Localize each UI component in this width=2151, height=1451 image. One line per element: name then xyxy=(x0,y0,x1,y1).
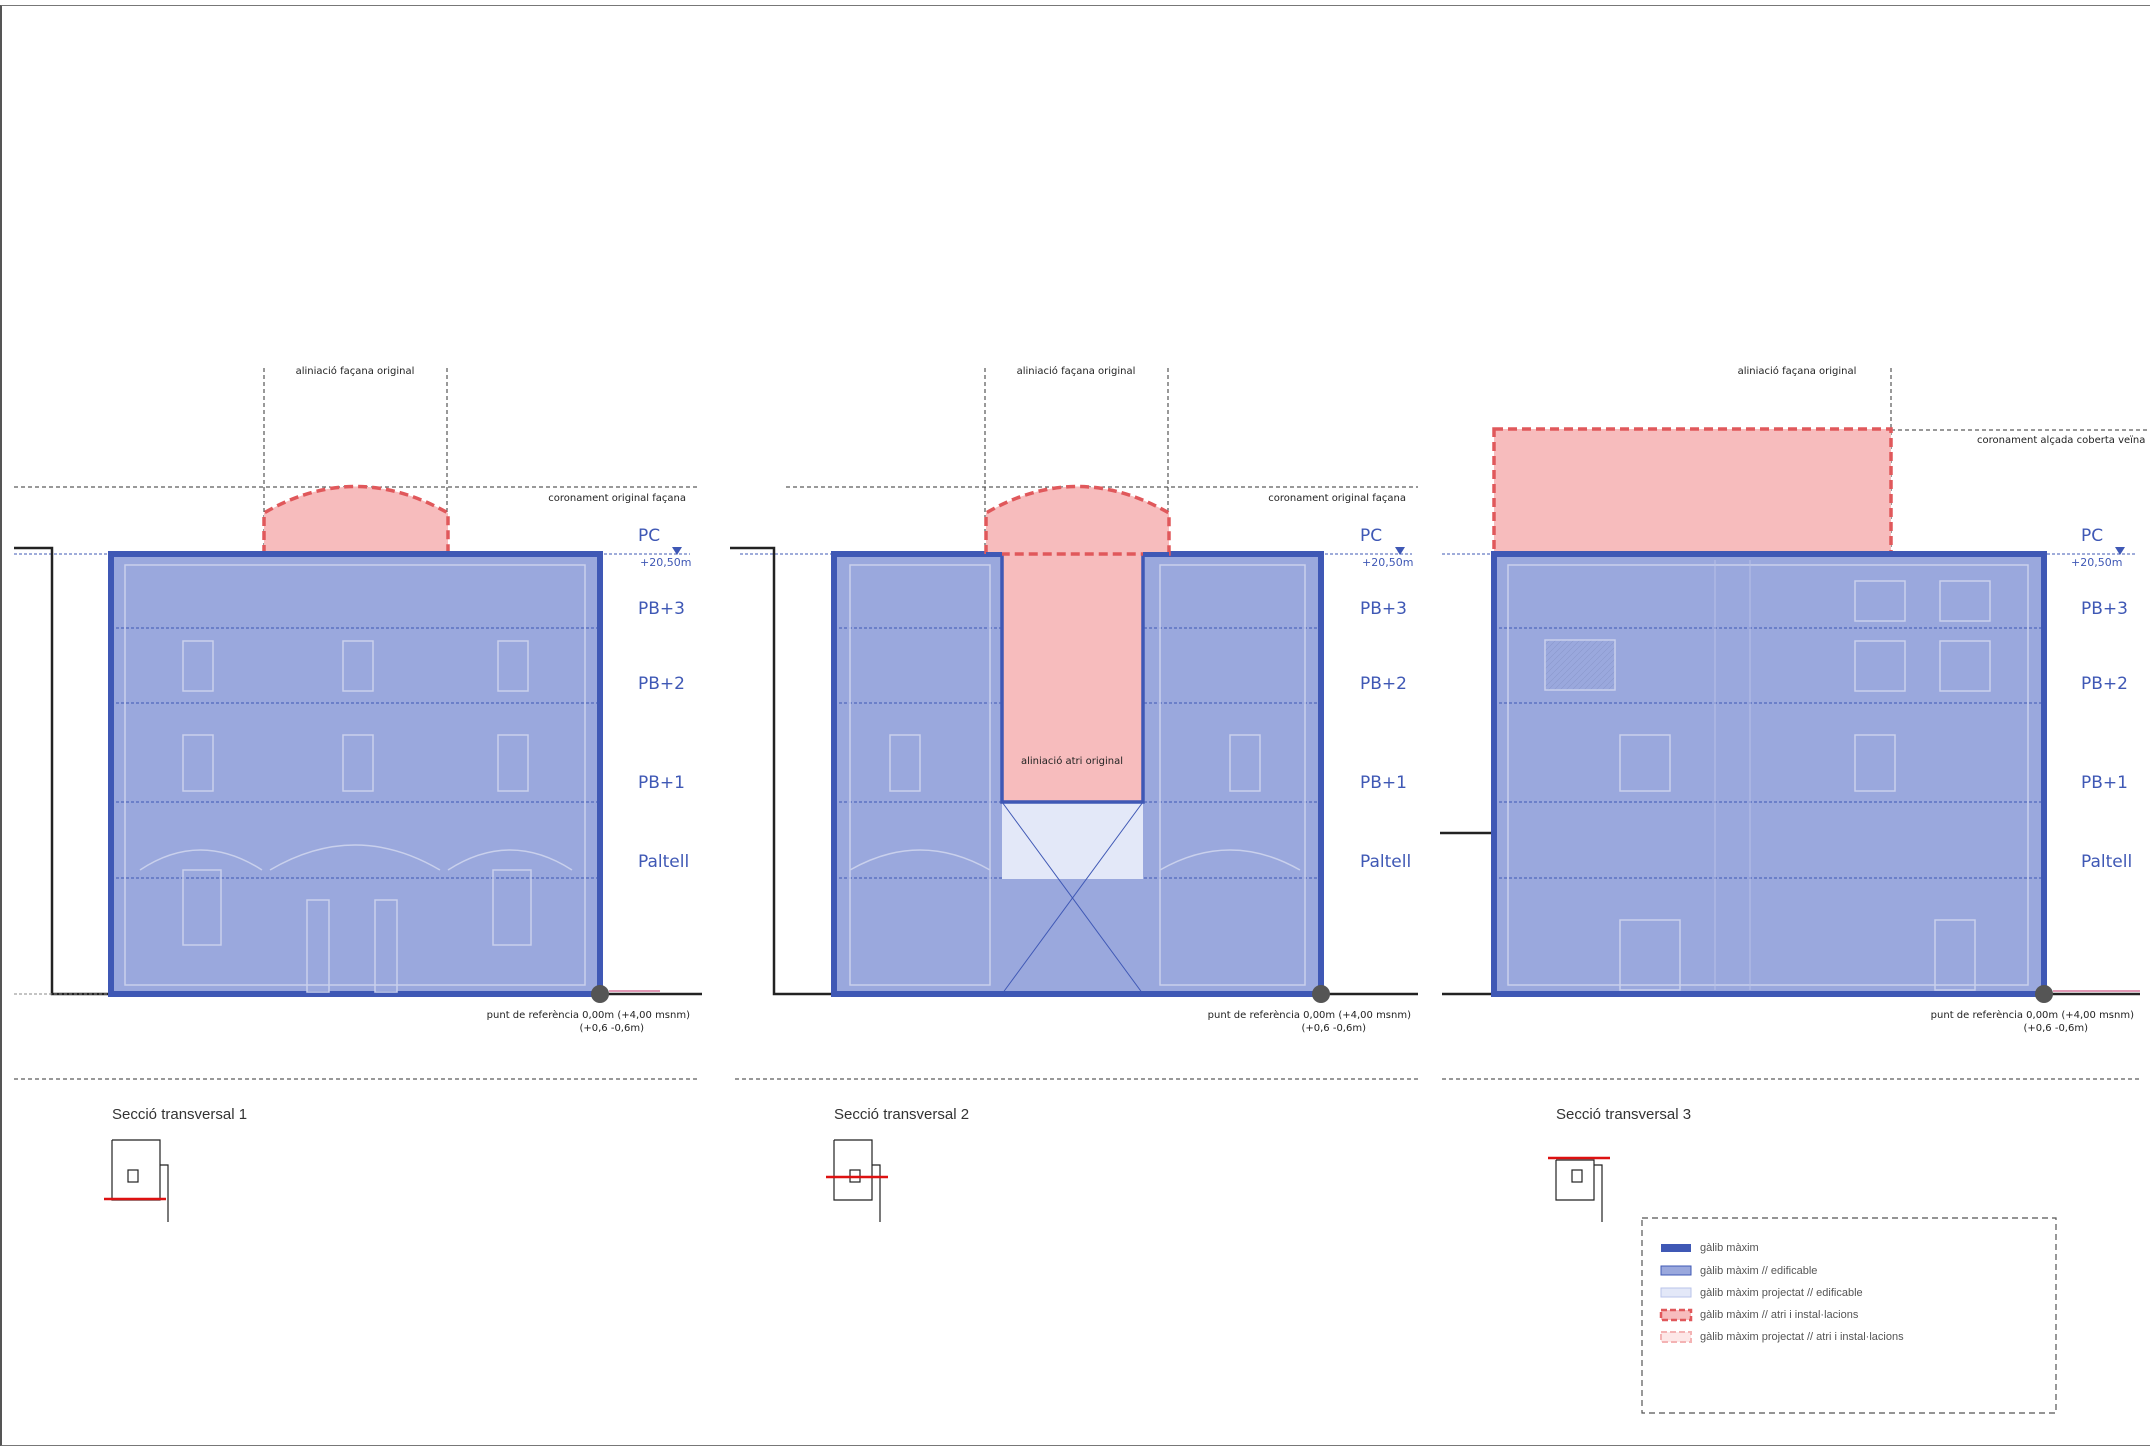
light-red-dashed-swatch-icon xyxy=(1660,1331,1692,1343)
section-title: Secció transversal 1 xyxy=(112,1106,247,1123)
level-pc: PC xyxy=(2081,526,2103,546)
key-plan-icon xyxy=(1548,1156,1610,1222)
facade-alignment-label: aliniació façana original xyxy=(296,365,415,377)
key-plan-icon xyxy=(104,1139,169,1222)
elevation-label: +20,50m xyxy=(640,556,691,569)
level-pb1: PB+1 xyxy=(2081,773,2128,793)
installations-volume xyxy=(1492,427,1893,556)
red-dashed-swatch-icon xyxy=(1659,1308,1693,1322)
crown-label: coronament alçada coberta veïna xyxy=(1977,435,2145,446)
section-title: Secció transversal 3 xyxy=(1556,1106,1691,1123)
facade-alignment-label: aliniació façana original xyxy=(1738,365,1857,377)
level-pb2: PB+2 xyxy=(1360,674,1407,694)
crown-label: coronament original façana xyxy=(1268,493,1406,504)
elevation-label: +20,50m xyxy=(1362,556,1413,569)
solid-blue-line-icon xyxy=(1661,1244,1691,1252)
level-pb3: PB+3 xyxy=(2081,599,2128,619)
atrium-alignment-label: aliniació atri original xyxy=(1021,755,1123,767)
elevation-label: +20,50m xyxy=(2071,556,2122,569)
elevation-marker-icon xyxy=(2115,547,2125,555)
buildable-volume xyxy=(108,551,603,997)
atrium-volume xyxy=(1000,554,1145,804)
section-2: aliniació façana original coronament ori… xyxy=(730,365,1418,1222)
light-blue-swatch-icon xyxy=(1660,1287,1692,1298)
level-pc: PC xyxy=(638,526,660,546)
section-title: Secció transversal 2 xyxy=(834,1106,969,1123)
legend-label-max: gàlib màxim xyxy=(1700,1242,1759,1254)
elevation-marker-icon xyxy=(1395,547,1405,555)
level-pc: PC xyxy=(1360,526,1382,546)
reference-tolerance-label: (+0,6 -0,6m) xyxy=(1301,1023,1366,1034)
reference-tolerance-label: (+0,6 -0,6m) xyxy=(2023,1023,2088,1034)
level-pb3: PB+3 xyxy=(638,599,685,619)
atrium-dome xyxy=(262,484,450,556)
section-3: aliniació façana original coronament alç… xyxy=(1440,365,2150,1222)
level-pb1: PB+1 xyxy=(1360,773,1407,793)
facade-alignment-label: aliniació façana original xyxy=(1017,365,1136,377)
legend-label-buildable: gàlib màxim // edificable xyxy=(1700,1265,1817,1277)
reference-point-label: punt de referència 0,00m (+4,00 msnm) xyxy=(487,1009,690,1021)
legend: gàlib màxim gàlib màxim // edificable gà… xyxy=(1641,1217,2057,1414)
legend-label-projected-buildable: gàlib màxim projectat // edificable xyxy=(1700,1287,1863,1299)
level-paltell: Paltell xyxy=(2081,852,2132,872)
reference-point-label: punt de referència 0,00m (+4,00 msnm) xyxy=(1208,1009,1411,1021)
level-pb2: PB+2 xyxy=(2081,674,2128,694)
legend-label-projected-atrium: gàlib màxim projectat // atri i instal·l… xyxy=(1700,1331,1904,1343)
reference-tolerance-label: (+0,6 -0,6m) xyxy=(579,1023,644,1034)
level-pb1: PB+1 xyxy=(638,773,685,793)
crown-label: coronament original façana xyxy=(548,493,686,504)
level-pb2: PB+2 xyxy=(638,674,685,694)
blue-fill-swatch-icon xyxy=(1660,1265,1692,1276)
section-1: aliniació façana original coronament ori… xyxy=(14,365,702,1222)
atrium-dome xyxy=(984,484,1171,556)
reference-point-label: punt de referència 0,00m (+4,00 msnm) xyxy=(1931,1009,2134,1021)
level-paltell: Paltell xyxy=(1360,852,1411,872)
projected-atrium xyxy=(1002,802,1143,879)
elevation-marker-icon xyxy=(672,547,682,555)
legend-label-atrium: gàlib màxim // atri i instal·lacions xyxy=(1700,1309,1859,1321)
key-plan-icon xyxy=(826,1139,888,1222)
buildable-volume xyxy=(1491,551,2047,997)
level-pb3: PB+3 xyxy=(1360,599,1407,619)
level-paltell: Paltell xyxy=(638,852,689,872)
